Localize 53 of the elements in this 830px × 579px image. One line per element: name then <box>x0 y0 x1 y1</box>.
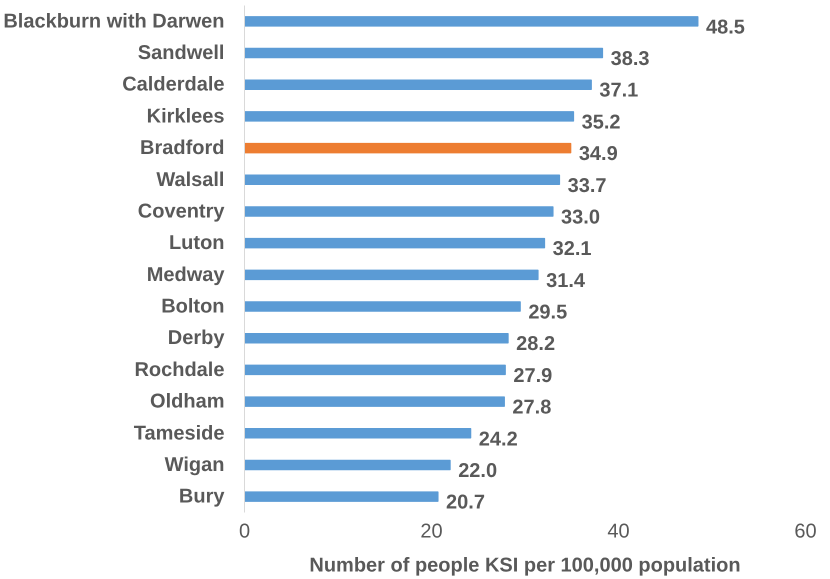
bar <box>244 460 451 470</box>
y-tick-label: Kirklees <box>146 105 225 128</box>
data-label: 34.9 <box>578 143 618 166</box>
x-tick-label: 20 <box>420 520 443 542</box>
y-tick-label: Rochdale <box>134 358 225 381</box>
bar <box>244 270 539 280</box>
data-label: 37.1 <box>599 80 638 102</box>
y-tick-label: Bradford <box>140 137 225 160</box>
data-label: 22.0 <box>458 460 498 482</box>
data-label: 24.2 <box>478 428 518 450</box>
x-axis-title: Number of people KSI per 100,000 population <box>309 554 741 576</box>
bar <box>244 301 521 312</box>
bar <box>244 174 560 186</box>
y-tick-label: Bury <box>178 486 226 508</box>
data-label: 27.8 <box>512 396 552 419</box>
y-tick-label: Coventry <box>138 200 226 222</box>
y-tick-label: Luton <box>168 232 225 254</box>
y-tick-label: Blackburn with Darwen <box>3 10 225 32</box>
bar <box>244 491 439 502</box>
bar <box>244 332 509 344</box>
data-label: 33.0 <box>561 206 600 228</box>
y-tick-label: Oldham <box>150 390 224 413</box>
bar <box>244 79 592 90</box>
data-label: 29.5 <box>528 302 568 324</box>
data-label: 33.7 <box>568 174 607 197</box>
y-tick-label: Walsall <box>156 168 225 191</box>
data-label: 28.2 <box>516 333 556 356</box>
bar <box>244 396 505 407</box>
y-tick-label: Medway <box>146 264 226 286</box>
data-label: 32.1 <box>552 238 592 260</box>
data-label: 27.9 <box>513 364 552 387</box>
data-label: 31.4 <box>546 270 586 292</box>
bar <box>244 16 698 27</box>
bar <box>244 428 472 439</box>
data-label: 35.2 <box>582 111 621 134</box>
bar <box>244 238 546 248</box>
y-tick-label: Tameside <box>134 422 224 444</box>
data-label: 48.5 <box>706 16 745 38</box>
bar <box>244 142 572 154</box>
x-tick-label: 0 <box>238 520 250 542</box>
data-label: 38.3 <box>610 48 650 70</box>
bar <box>244 364 506 376</box>
data-label: 20.7 <box>446 492 485 514</box>
y-tick-label: Calderdale <box>122 74 224 96</box>
bar <box>244 111 574 122</box>
x-tick-label: 60 <box>794 520 817 542</box>
bar <box>244 206 554 217</box>
bar <box>244 48 604 58</box>
y-tick-label: Wigan <box>164 454 225 476</box>
y-tick-label: Derby <box>168 327 226 350</box>
y-tick-label: Bolton <box>161 296 224 318</box>
y-tick-label: Sandwell <box>138 42 225 64</box>
x-tick-label: 40 <box>607 520 630 542</box>
